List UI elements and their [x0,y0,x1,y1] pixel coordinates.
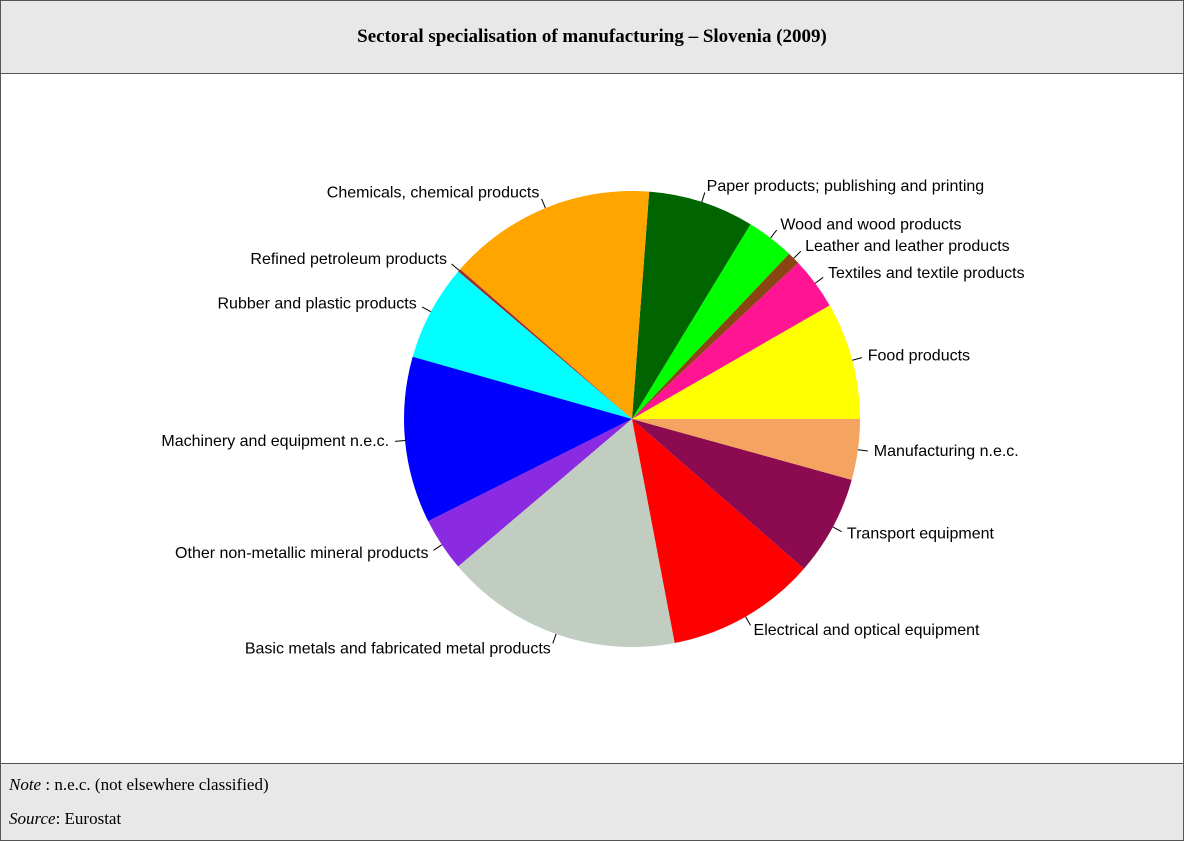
slice-label: Transport equipment [847,526,995,543]
leader-line [770,229,778,239]
pie-slice [632,191,751,419]
source: Source: Eurostat [9,802,1175,836]
leader-line [852,357,863,361]
chart-title: Sectoral specialisation of manufacturing… [1,1,1183,74]
pie-slice [632,253,799,419]
pie-slice [632,419,852,569]
chart: Food products Textiles and textile produc… [161,178,1025,657]
slice-label: Refined petroleum products [250,251,447,268]
note-label: Note [9,775,42,794]
pie-slice [404,356,632,522]
slice-label: Rubber and plastic products [217,295,416,312]
leader-line [433,544,443,551]
pie-slice [632,419,860,480]
source-text: : Eurostat [55,809,122,828]
pie-slice [412,271,632,419]
slice-label: Food products [868,347,970,364]
leader-line [793,250,802,259]
leader-line [395,439,406,442]
leader-line [552,633,557,644]
slice-label: Paper products; publishing and printing [707,178,985,195]
pie-slice [460,191,650,419]
leader-line [541,198,546,209]
leader-line [832,526,842,533]
footer: Note : n.e.c. (not elsewhere classified)… [1,763,1183,840]
slice-label: Manufacturing n.e.c. [874,443,1019,460]
slice-label: Textiles and textile products [828,265,1025,282]
leader-line [421,306,432,313]
leader-line [451,263,460,271]
slice-label: Other non-metallic mineral products [175,545,428,562]
pie-slice [632,224,790,419]
slice-label: Leather and leather products [805,238,1010,255]
slice-label: Basic metals and fabricated metal produc… [245,640,551,657]
pie-slice [632,262,830,419]
leader-line [857,449,868,452]
slice-label: Wood and wood products [780,216,961,233]
leader-line [701,192,706,203]
slice-label: Electrical and optical equipment [754,622,980,639]
pie-slice [458,269,632,419]
pie-slice [632,419,804,643]
pie-slice [428,419,632,567]
leader-line [745,616,752,626]
pie-slice [632,305,860,419]
slice-label: Chemicals, chemical products [327,184,540,201]
leader-line [814,276,824,284]
note-text: : n.e.c. (not elsewhere classified) [41,775,269,794]
slice-label: Machinery and equipment n.e.c. [161,433,389,450]
note: Note : n.e.c. (not elsewhere classified) [9,768,1175,802]
source-label: Source [9,809,56,828]
pie-slice [458,419,675,647]
